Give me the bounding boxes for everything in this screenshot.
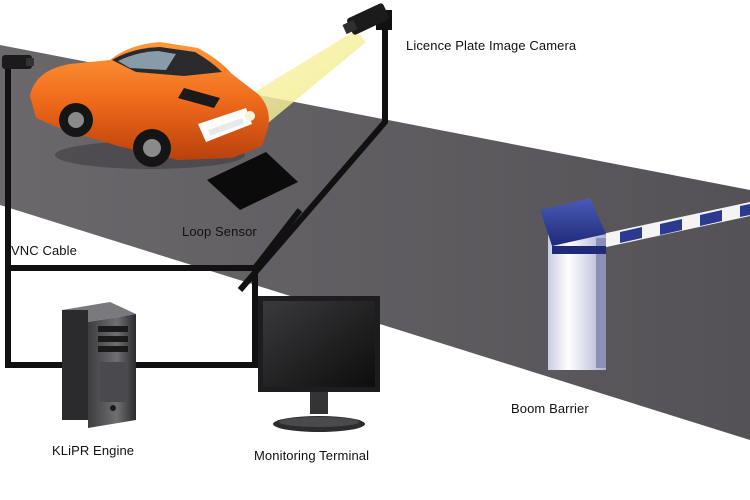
- vnc-cable-label: VNC Cable: [11, 243, 77, 258]
- klipr-engine-computer-icon: [62, 302, 136, 428]
- side-camera-icon: [2, 55, 34, 69]
- loop-sensor-pad: [207, 152, 298, 210]
- boom-barrier-label: Boom Barrier: [511, 401, 589, 416]
- car: [30, 42, 269, 169]
- boom-barrier-icon: [540, 198, 750, 370]
- monitoring-terminal-label: Monitoring Terminal: [254, 448, 370, 463]
- licence-plate-camera-icon: [342, 3, 392, 35]
- klipr-engine-label: KLiPR Engine: [52, 443, 135, 458]
- loop-sensor-label: Loop Sensor: [182, 224, 257, 239]
- camera-label: Licence Plate Image Camera: [406, 38, 577, 53]
- monitoring-terminal-icon: [258, 296, 380, 432]
